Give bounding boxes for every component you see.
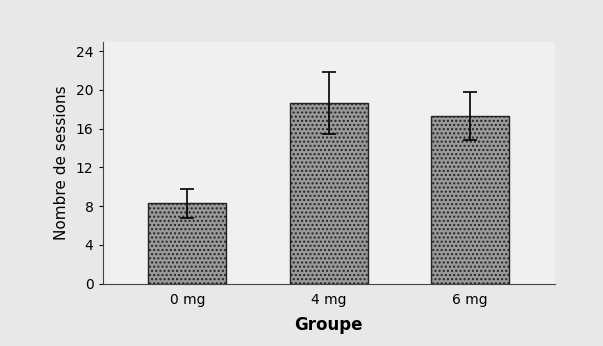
X-axis label: Groupe: Groupe: [294, 316, 363, 334]
Bar: [148, 203, 226, 284]
Bar: [431, 116, 509, 284]
Y-axis label: Nombre de sessions: Nombre de sessions: [54, 85, 69, 240]
Bar: [290, 102, 367, 284]
